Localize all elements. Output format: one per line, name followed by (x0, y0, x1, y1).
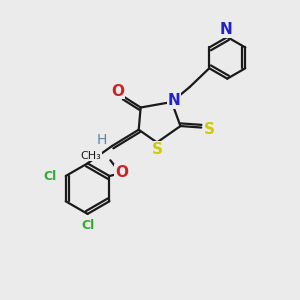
Text: H: H (96, 133, 107, 147)
Text: N: N (219, 22, 232, 37)
Text: S: S (204, 122, 215, 136)
Text: CH₃: CH₃ (81, 151, 101, 161)
Text: O: O (111, 84, 124, 99)
Text: Cl: Cl (81, 219, 94, 232)
Text: Cl: Cl (44, 169, 57, 182)
Text: N: N (168, 93, 181, 108)
Text: S: S (152, 142, 163, 157)
Text: O: O (115, 165, 128, 180)
